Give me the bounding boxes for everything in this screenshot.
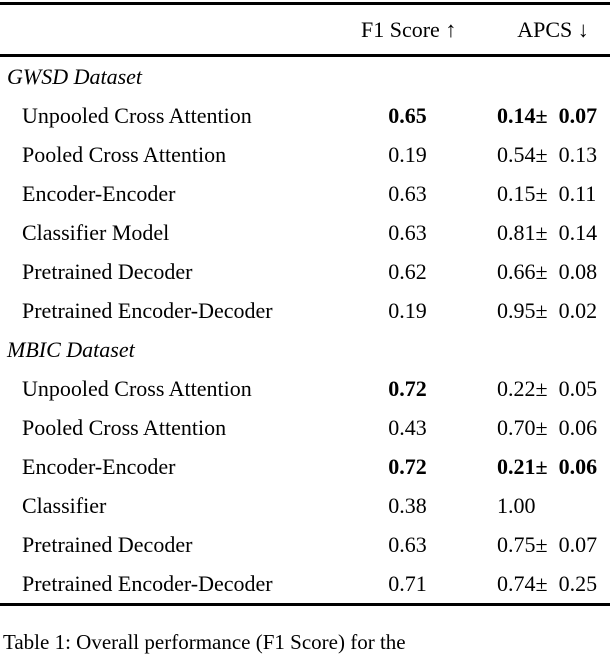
section-title: MBIC Dataset <box>7 336 135 362</box>
table-row: Pretrained Encoder-Decoder 0.19 0.95± 0.… <box>0 291 610 330</box>
f1-value: 0.19 <box>388 297 427 323</box>
model-label: Pretrained Encoder-Decoder <box>22 297 273 323</box>
table-row: Classifier 0.38 1.00 <box>0 486 610 525</box>
model-label: Pretrained Decoder <box>22 258 193 284</box>
table-row: Pretrained Decoder 0.62 0.66± 0.08 <box>0 252 610 291</box>
apcs-value: 0.21± 0.06 <box>497 453 598 479</box>
f1-value: 0.43 <box>388 414 427 440</box>
apcs-value: 0.22± 0.05 <box>497 375 598 401</box>
header-f1-score: F1 Score ↑ <box>360 3 456 57</box>
model-label: Unpooled Cross Attention <box>22 102 252 128</box>
section-title: GWSD Dataset <box>7 63 143 89</box>
model-label: Pooled Cross Attention <box>22 414 227 440</box>
model-label: Pretrained Encoder-Decoder <box>22 570 273 596</box>
f1-value: 0.38 <box>388 492 427 518</box>
table-row: Unpooled Cross Attention 0.72 0.22± 0.05 <box>0 369 610 408</box>
header-empty-cell <box>0 3 360 57</box>
table-row: Unpooled Cross Attention 0.65 0.14± 0.07 <box>0 96 610 135</box>
model-label: Classifier <box>22 492 107 518</box>
model-label: Classifier Model <box>22 219 170 245</box>
f1-value: 0.19 <box>388 141 427 167</box>
section-row-mbic: MBIC Dataset <box>0 330 610 369</box>
apcs-value: 0.74± 0.25 <box>497 570 598 596</box>
f1-value: 0.72 <box>388 375 427 401</box>
f1-value: 0.63 <box>388 180 427 206</box>
apcs-value: 0.54± 0.13 <box>497 141 598 167</box>
apcs-value: 0.81± 0.14 <box>497 219 598 245</box>
model-label: Pooled Cross Attention <box>22 141 227 167</box>
table-row: Pooled Cross Attention 0.19 0.54± 0.13 <box>0 135 610 174</box>
apcs-value: 0.75± 0.07 <box>497 531 598 557</box>
model-label: Unpooled Cross Attention <box>22 375 252 401</box>
model-label: Encoder-Encoder <box>22 453 176 479</box>
apcs-value: 1.00 <box>497 492 536 518</box>
apcs-value: 0.95± 0.02 <box>497 297 598 323</box>
table-row: Pooled Cross Attention 0.43 0.70± 0.06 <box>0 408 610 447</box>
section-row-gwsd: GWSD Dataset <box>0 56 610 97</box>
apcs-value: 0.70± 0.06 <box>497 414 598 440</box>
table-row: Classifier Model 0.63 0.81± 0.14 <box>0 213 610 252</box>
apcs-value: 0.14± 0.07 <box>497 102 598 128</box>
model-label: Encoder-Encoder <box>22 180 176 206</box>
model-label: Pretrained Decoder <box>22 531 193 557</box>
table-caption: Table 1: Overall performance (F1 Score) … <box>3 630 406 654</box>
apcs-value: 0.66± 0.08 <box>497 258 598 284</box>
table-row: Encoder-Encoder 0.72 0.21± 0.06 <box>0 447 610 486</box>
results-table: F1 Score ↑ APCS ↓ GWSD Dataset Unpooled … <box>0 2 610 606</box>
f1-value: 0.63 <box>388 531 427 557</box>
table-row: Encoder-Encoder 0.63 0.15± 0.11 <box>0 174 610 213</box>
table-row: Pretrained Decoder 0.63 0.75± 0.07 <box>0 525 610 564</box>
table-row: Pretrained Encoder-Decoder 0.71 0.74± 0.… <box>0 564 610 605</box>
apcs-value: 0.15± 0.11 <box>497 180 597 206</box>
f1-value: 0.63 <box>388 219 427 245</box>
f1-value: 0.65 <box>388 102 427 128</box>
table-header-row: F1 Score ↑ APCS ↓ <box>0 3 610 57</box>
header-apcs: APCS ↓ <box>455 3 610 57</box>
f1-value: 0.72 <box>388 453 427 479</box>
f1-value: 0.62 <box>388 258 427 284</box>
f1-value: 0.71 <box>388 570 427 596</box>
